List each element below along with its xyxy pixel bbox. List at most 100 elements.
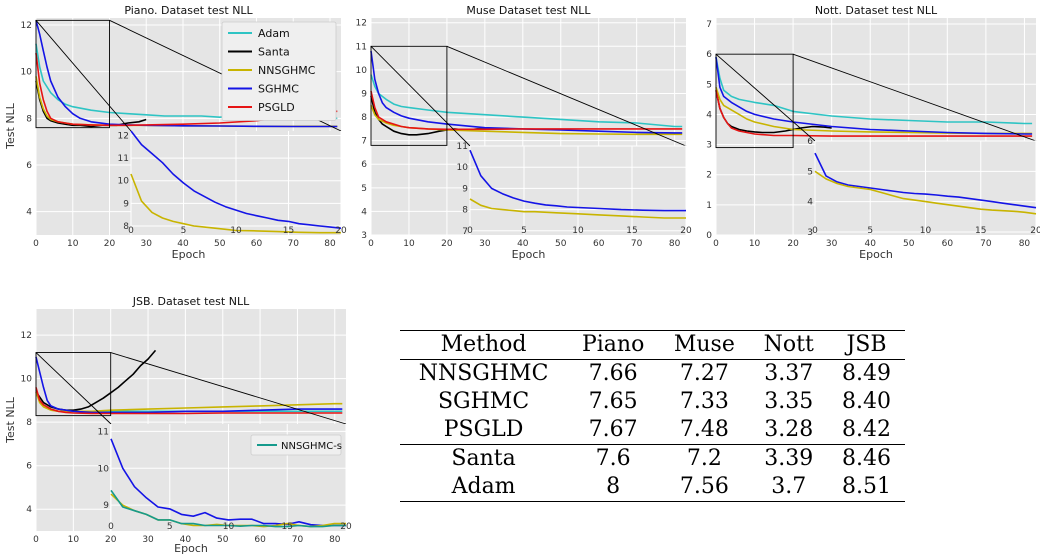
inset-x-tick-label: 5: [167, 522, 173, 532]
inset-x-tick-label: 0: [108, 522, 114, 532]
zoom-connector: [446, 45, 687, 147]
y-tick-label: 4: [26, 505, 32, 515]
x-tick-label: 40: [864, 239, 876, 249]
zoom-connector: [35, 352, 112, 425]
y-tick-label: 2: [706, 171, 712, 181]
table-cell: 8: [606, 474, 621, 499]
x-tick-label: 60: [251, 239, 263, 249]
series-line: [715, 57, 1033, 135]
legend-label: PSGLD: [258, 101, 295, 114]
inset-series-line: [110, 489, 346, 528]
x-tick-label: 10: [67, 239, 79, 249]
series-line: [715, 90, 1033, 137]
table-header-cell: Muse: [673, 332, 735, 357]
legend-label: NNSGHMC-s: [281, 441, 342, 452]
x-tick-label: 70: [288, 239, 300, 249]
y-tick-label: 8: [26, 418, 32, 428]
table-cell: 7.48: [679, 417, 729, 442]
x-tick-label: 40: [180, 535, 192, 545]
inset-x-tick-label: 5: [521, 226, 527, 236]
inset-y-tick-label: 10: [457, 163, 469, 173]
y-tick-label: 6: [26, 161, 32, 171]
x-axis-label: Epoch: [172, 248, 206, 261]
zoom-connector: [110, 352, 347, 425]
x-tick-label: 80: [1019, 239, 1031, 249]
inset-y-tick-label: 5: [807, 167, 813, 177]
table-cell: 7.33: [679, 389, 729, 414]
zoom-region: [370, 45, 448, 146]
inset-y-tick-label: 11: [457, 142, 468, 152]
legend: [221, 21, 337, 121]
zoom-connector: [792, 53, 1037, 142]
x-tick-label: 0: [33, 535, 39, 545]
inset-x-tick-label: 10: [230, 226, 242, 236]
x-tick-label: 30: [826, 239, 838, 249]
x-tick-label: 60: [942, 239, 954, 249]
inset-y-tick-label: 8: [123, 222, 129, 232]
series-line: [715, 57, 1033, 125]
inset-x-tick-label: 0: [812, 226, 818, 236]
chart-title: Piano. Dataset test NLL: [124, 4, 253, 17]
inset-x-tick-label: 15: [975, 226, 986, 236]
zoom-region: [35, 352, 112, 417]
table-cell: 3.39: [764, 446, 814, 471]
inset-x-tick-label: 20: [1030, 226, 1040, 236]
x-tick-label: 50: [903, 239, 915, 249]
inset-y-tick-label: 9: [123, 199, 129, 209]
x-tick-label: 20: [105, 535, 117, 545]
inset-x-tick-label: 0: [128, 226, 134, 236]
inset-y-tick-label: 7: [462, 227, 468, 237]
series-line: [35, 20, 338, 128]
inset-x-tick-label: 20: [335, 226, 347, 236]
chart-panel: [715, 18, 1037, 236]
table-header-cell: Nott: [763, 332, 814, 357]
inset-x-tick-label: 15: [283, 226, 294, 236]
y-axis-label: Test NLL: [4, 102, 17, 150]
x-tick-label: 50: [555, 239, 567, 249]
table-cell: 3.35: [764, 389, 814, 414]
table-cell: NNSGHMC: [418, 361, 549, 386]
inset-series-line: [814, 152, 1037, 209]
inset-y-tick-label: 9: [462, 184, 468, 194]
chart-panel: [35, 18, 342, 235]
table-cell: 7.6: [595, 446, 631, 471]
series-line: [370, 50, 683, 134]
table-row: NNSGHMC 7.66 7.27 3.37 8.49: [400, 360, 905, 389]
x-tick-label: 40: [517, 239, 529, 249]
table-cell: 3.37: [764, 361, 814, 386]
inset-y-tick-label: 3: [807, 228, 813, 238]
y-axis-label: Test NLL: [4, 396, 17, 444]
y-tick-label: 6: [361, 160, 367, 170]
x-tick-label: 0: [713, 239, 719, 249]
x-tick-label: 20: [104, 239, 116, 249]
inset-series-line: [110, 438, 346, 527]
y-tick-label: 10: [21, 375, 33, 385]
x-tick-label: 50: [217, 535, 229, 545]
y-tick-label: 11: [356, 42, 367, 52]
inset-series-line: [469, 198, 686, 219]
y-tick-label: 7: [706, 20, 712, 30]
y-tick-label: 4: [706, 110, 712, 120]
chart-panel: [35, 309, 347, 531]
x-tick-label: 50: [214, 239, 226, 249]
y-tick-label: 10: [356, 66, 368, 76]
table-cell: 3.7: [771, 474, 807, 499]
inset-x-tick-label: 15: [282, 522, 293, 532]
x-tick-label: 20: [787, 239, 799, 249]
series-line: [370, 90, 683, 131]
y-tick-label: 9: [361, 89, 367, 99]
x-tick-label: 30: [142, 535, 154, 545]
y-tick-label: 4: [26, 208, 32, 218]
y-tick-label: 1: [706, 201, 712, 211]
y-tick-label: 4: [361, 207, 367, 217]
series-line: [370, 74, 683, 128]
inset-y-tick-label: 6: [807, 137, 813, 147]
table-header-cell: Method: [440, 332, 527, 357]
table-cell: 8.46: [841, 446, 891, 471]
x-tick-label: 20: [441, 239, 453, 249]
table-cell: PSGLD: [443, 417, 524, 442]
x-tick-label: 80: [324, 239, 336, 249]
results-table: Method Piano Muse Nott JSB NNSGHMC 7.66 …: [400, 330, 905, 502]
table-header-row: Method Piano Muse Nott JSB: [400, 330, 905, 360]
x-tick-label: 10: [68, 535, 80, 545]
